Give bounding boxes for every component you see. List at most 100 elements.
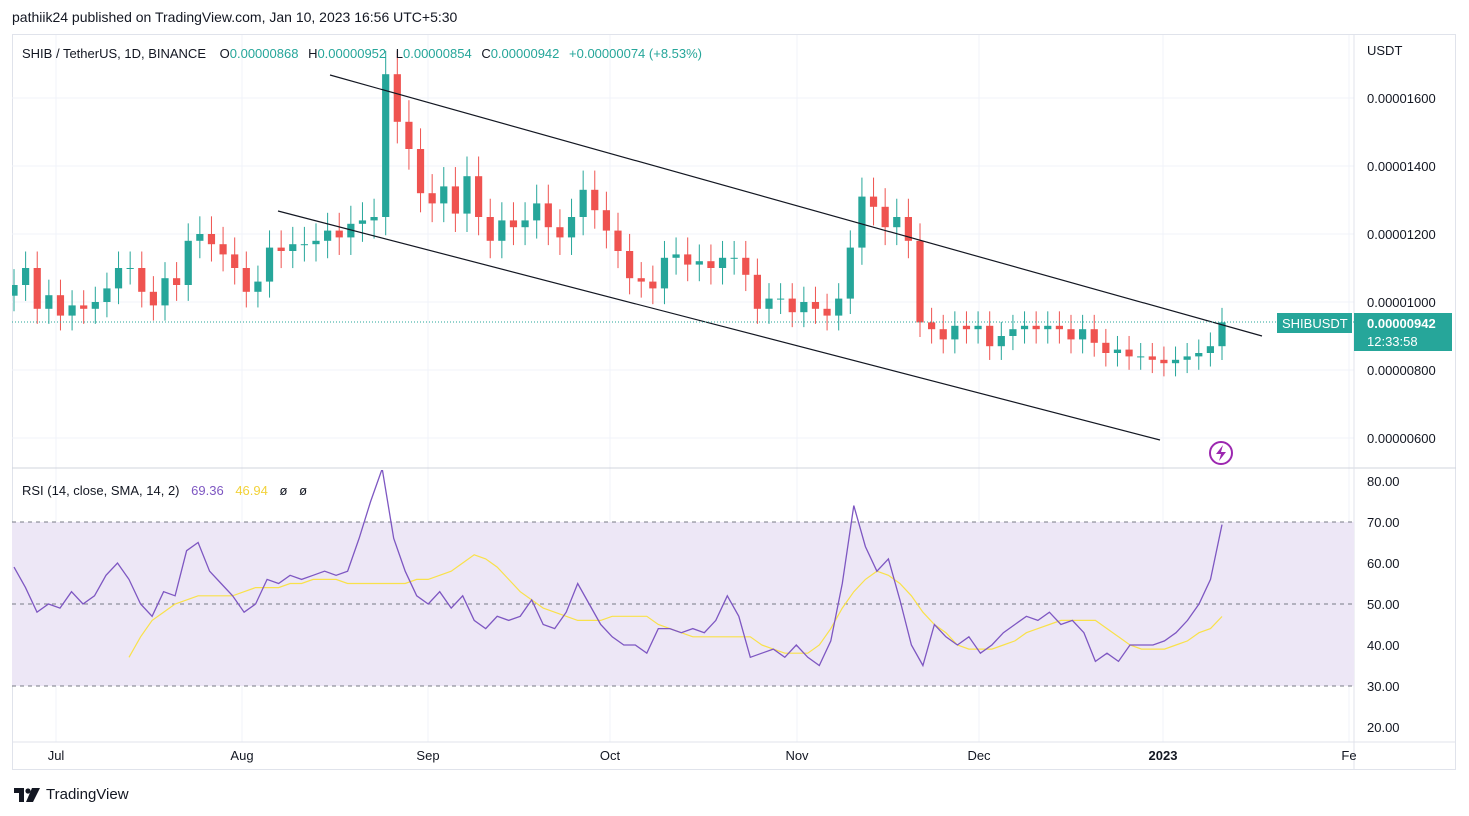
rsi-extra-1: ø xyxy=(279,483,287,498)
time-tick-label: Nov xyxy=(785,748,809,763)
candle-body xyxy=(881,206,889,228)
candle-body xyxy=(1102,342,1110,353)
candle-body xyxy=(695,261,703,265)
candle-body xyxy=(463,176,471,214)
candle-body xyxy=(614,230,622,251)
low-value: 0.00000854 xyxy=(403,46,472,61)
candle-body xyxy=(173,278,181,285)
candle-body xyxy=(33,268,41,309)
candle-body xyxy=(382,74,390,217)
open-value: 0.00000868 xyxy=(230,46,299,61)
candle-body xyxy=(1044,325,1052,330)
time-tick-label: Dec xyxy=(967,748,991,763)
last-price-badge[interactable] xyxy=(1354,313,1452,351)
rsi-tick-label: 20.00 xyxy=(1367,720,1400,735)
channel-upper-line[interactable] xyxy=(329,74,1263,337)
candle-body xyxy=(684,254,692,265)
candle-body xyxy=(300,244,308,246)
candle-body xyxy=(358,220,367,224)
candle-body xyxy=(591,189,599,211)
candle-body xyxy=(928,322,936,330)
candle-body xyxy=(707,261,715,268)
time-tick-label: Sep xyxy=(416,748,439,763)
symbol-title: SHIB / TetherUS, 1D, BINANCE xyxy=(22,46,206,61)
price-tick-label: 0.00000600 xyxy=(1367,431,1436,446)
candle-body xyxy=(114,268,123,289)
candle-body xyxy=(765,298,773,309)
rsi-sma-value: 46.94 xyxy=(235,483,268,498)
change-value: +0.00000074 (+8.53%) xyxy=(569,46,702,61)
rsi-value: 69.36 xyxy=(191,483,224,498)
candle-body xyxy=(1055,325,1063,330)
high-value: 0.00000952 xyxy=(317,46,386,61)
candle-body xyxy=(103,288,111,302)
tradingview-brand-text: TradingView xyxy=(46,786,129,803)
rsi-tick-label: 60.00 xyxy=(1367,556,1400,571)
rsi-tick-label: 80.00 xyxy=(1367,474,1400,489)
lightning-icon[interactable] xyxy=(1209,441,1233,465)
candle-body xyxy=(742,257,750,275)
candle-body xyxy=(835,298,843,316)
candle-body xyxy=(811,302,820,309)
candle-body xyxy=(602,210,610,231)
candle-body xyxy=(939,329,947,340)
candle-body xyxy=(567,217,576,238)
candle-body xyxy=(347,223,355,238)
time-tick-label: Jul xyxy=(48,748,65,763)
candle-body xyxy=(858,196,866,248)
candle-body xyxy=(440,186,448,204)
candle-body xyxy=(405,121,413,149)
rsi-tick-label: 30.00 xyxy=(1367,679,1400,694)
close-value: 0.00000942 xyxy=(491,46,560,61)
price-tick-label: 0.00000800 xyxy=(1367,363,1436,378)
candle-body xyxy=(149,291,157,306)
candle-body xyxy=(231,254,239,268)
close-label: C xyxy=(481,46,490,61)
candle-body xyxy=(533,203,541,221)
candle-body xyxy=(498,220,506,241)
candle-body xyxy=(1067,329,1075,340)
candle-body xyxy=(951,325,959,340)
candle-body xyxy=(475,176,483,217)
candle-body xyxy=(196,234,204,241)
candle-body xyxy=(370,217,378,221)
last-price-value: 0.00000942 xyxy=(1367,316,1436,331)
candle-body xyxy=(1032,325,1040,330)
candle-body xyxy=(428,193,436,204)
high-label: H xyxy=(308,46,317,61)
time-tick-label: Oct xyxy=(600,748,621,763)
candle-body xyxy=(312,240,320,245)
candlestick-series xyxy=(12,50,1226,377)
candle-body xyxy=(1125,349,1133,357)
symbol-label-badge[interactable] xyxy=(1277,313,1352,333)
price-tick-label: 0.00001400 xyxy=(1367,159,1436,174)
tradingview-logo-icon xyxy=(14,787,40,802)
candle-body xyxy=(12,285,18,296)
candle-body xyxy=(1020,325,1029,330)
price-axis-unit: USDT xyxy=(1367,43,1402,58)
candle-body xyxy=(672,254,680,258)
candle-body xyxy=(869,196,878,207)
tradingview-brand[interactable]: TradingView xyxy=(14,786,129,803)
candle-body xyxy=(242,268,250,292)
candle-body xyxy=(56,295,65,316)
candle-body xyxy=(660,257,669,289)
candle-body xyxy=(207,234,216,245)
candle-body xyxy=(800,302,808,313)
price-tick-label: 0.00001600 xyxy=(1367,91,1436,106)
candle-body xyxy=(324,230,332,241)
channel-lower-line[interactable] xyxy=(277,210,1161,441)
candle-body xyxy=(1160,359,1168,364)
candle-body xyxy=(637,278,645,282)
rsi-line xyxy=(13,470,1223,668)
publish-header: pathiik24 published on TradingView.com, … xyxy=(12,9,458,25)
candle-body xyxy=(846,247,854,299)
candle-body xyxy=(986,325,994,347)
candle-body xyxy=(626,251,634,279)
candle-body xyxy=(893,217,901,228)
candle-body xyxy=(649,281,657,289)
symbol-label: SHIBUSDT xyxy=(1282,316,1348,331)
rsi-tick-label: 50.00 xyxy=(1367,597,1400,612)
candle-body xyxy=(962,325,971,330)
